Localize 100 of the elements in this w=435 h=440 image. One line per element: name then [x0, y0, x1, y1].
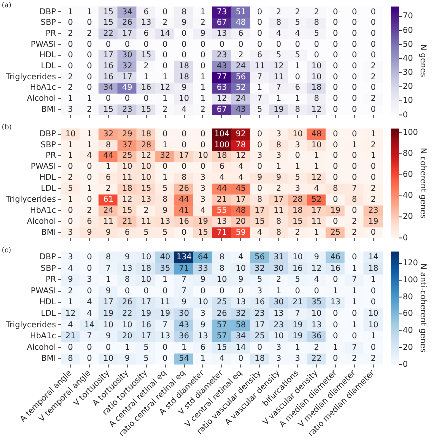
data-label: 9: [238, 275, 244, 284]
y-tick-label: DBP: [40, 129, 56, 138]
data-label: 6: [144, 7, 149, 16]
data-label: 0: [333, 104, 338, 114]
data-label: 0: [370, 50, 376, 60]
data-label: 6: [257, 50, 263, 60]
data-label: 34: [122, 7, 133, 16]
data-label: 3: [87, 275, 92, 284]
data-label: 17: [179, 151, 190, 160]
y-tick-label: DBP: [40, 252, 56, 262]
data-label: 9: [182, 298, 187, 307]
data-label: 0: [370, 18, 376, 28]
data-label: 0: [333, 50, 338, 60]
data-label: 0: [352, 129, 358, 138]
data-label: 1: [370, 332, 376, 341]
y-tick-label: Alcohol: [27, 216, 56, 226]
data-label: 10: [122, 320, 133, 330]
data-label: 0: [333, 83, 338, 92]
data-label: 12: [160, 83, 170, 92]
data-label: 2: [68, 72, 74, 82]
data-label: 26: [122, 18, 133, 28]
data-label: 25: [254, 332, 266, 341]
data-label: 21: [66, 332, 76, 341]
data-label: 1: [162, 94, 168, 104]
data-label: 0: [352, 62, 358, 70]
data-label: 2: [162, 104, 168, 114]
data-label: 77: [217, 72, 228, 82]
color-bar-label: 0: [403, 360, 408, 369]
data-label: 71: [217, 228, 228, 237]
data-label: 48: [236, 18, 246, 28]
data-label: 16: [179, 216, 190, 226]
data-label: 0: [87, 342, 92, 352]
data-label: 9: [182, 18, 187, 28]
data-label: 8: [182, 173, 187, 182]
data-label: 0: [87, 264, 92, 273]
data-label: 14: [160, 28, 170, 38]
data-label: 9: [106, 228, 112, 237]
data-label: 0: [257, 28, 263, 38]
data-label: 3: [200, 308, 206, 318]
data-label: 2: [144, 62, 149, 70]
data-label: 1: [87, 140, 92, 150]
data-label: 0: [352, 28, 358, 38]
data-label: 15: [198, 228, 208, 237]
data-label: 11: [141, 216, 152, 226]
y-tick-label: PR: [46, 28, 57, 38]
data-label: 7: [295, 308, 300, 318]
data-label: 17: [141, 332, 152, 341]
data-label: 0: [68, 50, 74, 60]
data-label: 10: [312, 308, 322, 318]
data-label: 19: [141, 308, 152, 318]
data-label: 57: [217, 332, 228, 341]
data-label: 2: [352, 228, 358, 237]
data-label: 0: [182, 129, 187, 138]
data-label: 0: [333, 320, 338, 330]
data-label: 1: [200, 94, 206, 104]
data-label: 73: [217, 7, 228, 16]
data-label: 4: [68, 264, 74, 273]
data-label: 21: [217, 194, 228, 204]
data-label: 12: [141, 151, 152, 160]
data-label: 0: [200, 162, 206, 172]
data-label: 2: [238, 50, 244, 60]
data-label: 1: [333, 286, 338, 296]
data-label: 2: [200, 18, 206, 28]
data-label: 1: [352, 320, 358, 330]
data-label: 31: [274, 252, 284, 262]
data-label: 17: [122, 72, 133, 82]
data-label: 0: [87, 252, 92, 262]
data-label: 8: [295, 104, 300, 114]
data-label: 0: [200, 140, 206, 150]
data-label: 0: [333, 275, 338, 284]
data-label: 14: [236, 342, 246, 352]
data-label: 2: [87, 28, 92, 38]
data-label: 0: [314, 286, 320, 296]
data-label: 16: [292, 264, 303, 273]
data-label: 1: [370, 275, 376, 284]
data-label: 10: [274, 332, 284, 341]
data-label: 0: [257, 7, 263, 16]
data-label: 10: [122, 162, 133, 172]
data-label: 6: [106, 173, 112, 182]
data-label: 7: [352, 184, 358, 194]
y-tick-label: SBP: [40, 140, 56, 150]
data-label: 0: [182, 228, 187, 237]
data-label: 61: [103, 194, 114, 204]
y-tick-label: PWASI: [31, 162, 56, 172]
data-label: 0: [276, 40, 282, 49]
data-label: 23: [368, 206, 379, 215]
data-label: 25: [217, 298, 228, 307]
data-label: 2: [276, 184, 282, 194]
data-label: 3: [276, 354, 282, 364]
data-label: 4: [200, 206, 206, 215]
data-label: 9: [124, 252, 130, 262]
data-label: 18: [217, 151, 228, 160]
data-label: 1: [352, 264, 358, 273]
data-label: 2: [352, 354, 358, 364]
data-label: 0: [87, 18, 92, 28]
y-tick-label: SBP: [40, 18, 56, 28]
data-label: 1: [68, 94, 74, 104]
data-label: 4: [68, 320, 74, 330]
data-label: 2: [370, 140, 376, 150]
data-label: 32: [103, 129, 114, 138]
